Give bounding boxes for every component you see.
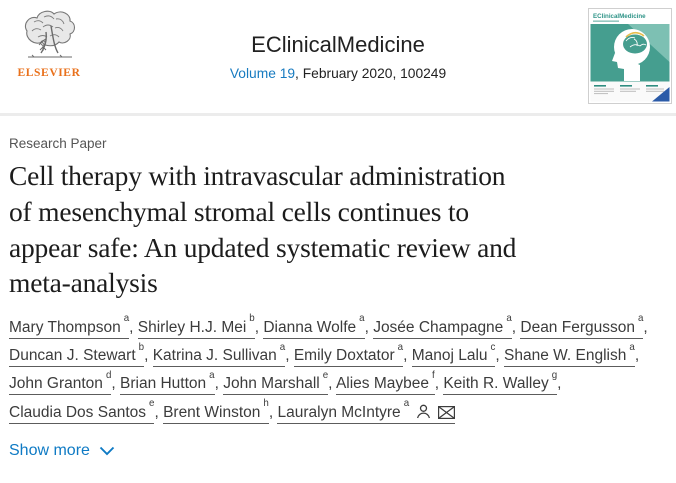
citation-rest: , February 2020, 100249 bbox=[295, 66, 447, 81]
author-affiliation-sup: f bbox=[431, 369, 435, 381]
elsevier-wordmark: ELSEVIER bbox=[17, 67, 81, 79]
author-link[interactable]: Katrina J. Sullivana bbox=[152, 342, 286, 368]
author-separator: , bbox=[643, 319, 648, 336]
volume-link[interactable]: Volume 19 bbox=[229, 66, 296, 81]
author-name: Brent Winston bbox=[163, 403, 261, 421]
article-title: Cell therapy with intravascular administ… bbox=[9, 160, 517, 299]
author-separator: , bbox=[403, 347, 412, 365]
author-name: Josée Champagne bbox=[373, 319, 504, 336]
author-name: John Granton bbox=[9, 375, 103, 393]
journal-info: EClinicalMedicine Volume 19, February 20… bbox=[160, 32, 516, 81]
author-separator: , bbox=[634, 347, 640, 365]
author-separator: , bbox=[254, 319, 264, 336]
author-affiliation-sup: a bbox=[506, 313, 512, 325]
author-affiliation-sup: b bbox=[138, 341, 145, 353]
author-separator: , bbox=[434, 375, 444, 393]
chevron-down-icon bbox=[99, 446, 115, 456]
author-affiliation-sup: e bbox=[322, 369, 329, 381]
author-affiliation-sup: a bbox=[359, 313, 365, 325]
author-separator: , bbox=[511, 319, 521, 336]
author-affiliation-sup: a bbox=[629, 341, 635, 353]
author-affiliation-sup: e bbox=[149, 398, 155, 410]
author-link[interactable]: Lauralyn McIntyrea bbox=[277, 398, 456, 424]
author-separator: , bbox=[557, 375, 562, 393]
author-separator: , bbox=[285, 347, 294, 365]
author-name: Alies Maybee bbox=[335, 375, 429, 393]
author-affiliation-sup: a bbox=[123, 313, 130, 325]
author-link[interactable]: Brent Winstonh bbox=[163, 398, 269, 424]
author-name: Manoj Lalu bbox=[411, 347, 488, 365]
author-link[interactable]: Josée Champagnea bbox=[373, 313, 512, 339]
author-name: Shane W. English bbox=[504, 347, 627, 365]
author-name: Keith R. Walley bbox=[443, 375, 549, 393]
author-affiliation-sup: a bbox=[397, 341, 404, 353]
author-separator: , bbox=[144, 347, 153, 365]
author-link[interactable]: Duncan J. Stewartb bbox=[9, 342, 145, 368]
author-affiliation-sup: c bbox=[490, 341, 496, 353]
email-icon[interactable] bbox=[438, 405, 456, 419]
author-name: Mary Thompson bbox=[9, 319, 121, 336]
journal-title-link[interactable]: EClinicalMedicine bbox=[251, 32, 425, 57]
author-link[interactable]: Brian Huttona bbox=[120, 370, 215, 396]
author-separator: , bbox=[495, 347, 505, 365]
author-affiliation-sup: a bbox=[209, 369, 215, 381]
journal-cover-thumbnail[interactable]: EClinicalMedicine bbox=[588, 8, 672, 104]
citation-line: Volume 19, February 2020, 100249 bbox=[160, 66, 516, 81]
author-affiliation-sup: a bbox=[403, 398, 410, 410]
author-name: Brian Hutton bbox=[120, 375, 207, 393]
cover-head-illustration bbox=[612, 29, 650, 81]
author-list: Mary Thompsona, Shirley H.J. Meib, Diann… bbox=[9, 313, 667, 427]
author-link[interactable]: John Grantond bbox=[9, 370, 112, 396]
author-name: Katrina J. Sullivan bbox=[152, 347, 277, 365]
person-icon[interactable] bbox=[416, 404, 431, 419]
elsevier-logo[interactable]: ELSEVIER bbox=[15, 9, 83, 79]
author-link[interactable]: Manoj Laluc bbox=[411, 342, 496, 368]
author-link[interactable]: Mary Thompsona bbox=[9, 313, 130, 339]
show-more-label: Show more bbox=[9, 441, 90, 459]
author-name: John Marshall bbox=[223, 375, 320, 393]
show-more-button[interactable]: Show more bbox=[9, 442, 115, 460]
author-affiliation-sup: a bbox=[279, 341, 286, 353]
author-name: Lauralyn McIntyre bbox=[277, 403, 401, 421]
author-separator: , bbox=[268, 403, 278, 421]
author-link[interactable]: Keith R. Walleyg bbox=[443, 370, 558, 396]
author-link[interactable]: Dean Fergussona bbox=[520, 313, 644, 339]
author-affiliation-sup: h bbox=[263, 398, 269, 410]
author-separator: , bbox=[364, 319, 374, 336]
article-head-section: Research Paper Cell therapy with intrava… bbox=[0, 116, 676, 460]
author-link[interactable]: John Marshalle bbox=[223, 370, 329, 396]
author-affiliation-sup: g bbox=[551, 369, 558, 381]
author-affiliation-sup: a bbox=[637, 313, 644, 325]
header-divider bbox=[0, 113, 676, 116]
author-name: Dean Fergusson bbox=[520, 319, 635, 336]
author-affiliation-sup: b bbox=[249, 313, 255, 325]
author-link[interactable]: Claudia Dos Santose bbox=[9, 398, 155, 424]
author-name: Dianna Wolfe bbox=[263, 319, 357, 336]
author-separator: , bbox=[154, 403, 164, 421]
author-name: Shirley H.J. Mei bbox=[137, 319, 247, 336]
author-separator: , bbox=[328, 375, 336, 393]
author-link[interactable]: Shirley H.J. Meib bbox=[137, 313, 255, 339]
author-affiliation-sup: d bbox=[105, 369, 112, 381]
elsevier-tree-icon bbox=[20, 10, 78, 65]
author-separator: , bbox=[111, 375, 120, 393]
cover-journal-title: EClinicalMedicine bbox=[593, 13, 646, 20]
journal-header: ELSEVIER EClinicalMedicine Volume 19, Fe… bbox=[0, 0, 676, 113]
author-link[interactable]: Shane W. Englisha bbox=[504, 342, 635, 368]
author-link[interactable]: Alies Maybeef bbox=[335, 370, 435, 396]
article-type-label: Research Paper bbox=[9, 136, 107, 151]
author-separator: , bbox=[214, 375, 224, 393]
author-link[interactable]: Emily Doxtatora bbox=[293, 342, 404, 368]
author-link[interactable]: Dianna Wolfea bbox=[263, 313, 365, 339]
author-name: Emily Doxtator bbox=[293, 347, 395, 365]
author-separator: , bbox=[129, 319, 138, 336]
author-name: Claudia Dos Santos bbox=[9, 403, 146, 421]
article-page: ELSEVIER EClinicalMedicine Volume 19, Fe… bbox=[0, 0, 676, 460]
author-name: Duncan J. Stewart bbox=[9, 347, 136, 365]
